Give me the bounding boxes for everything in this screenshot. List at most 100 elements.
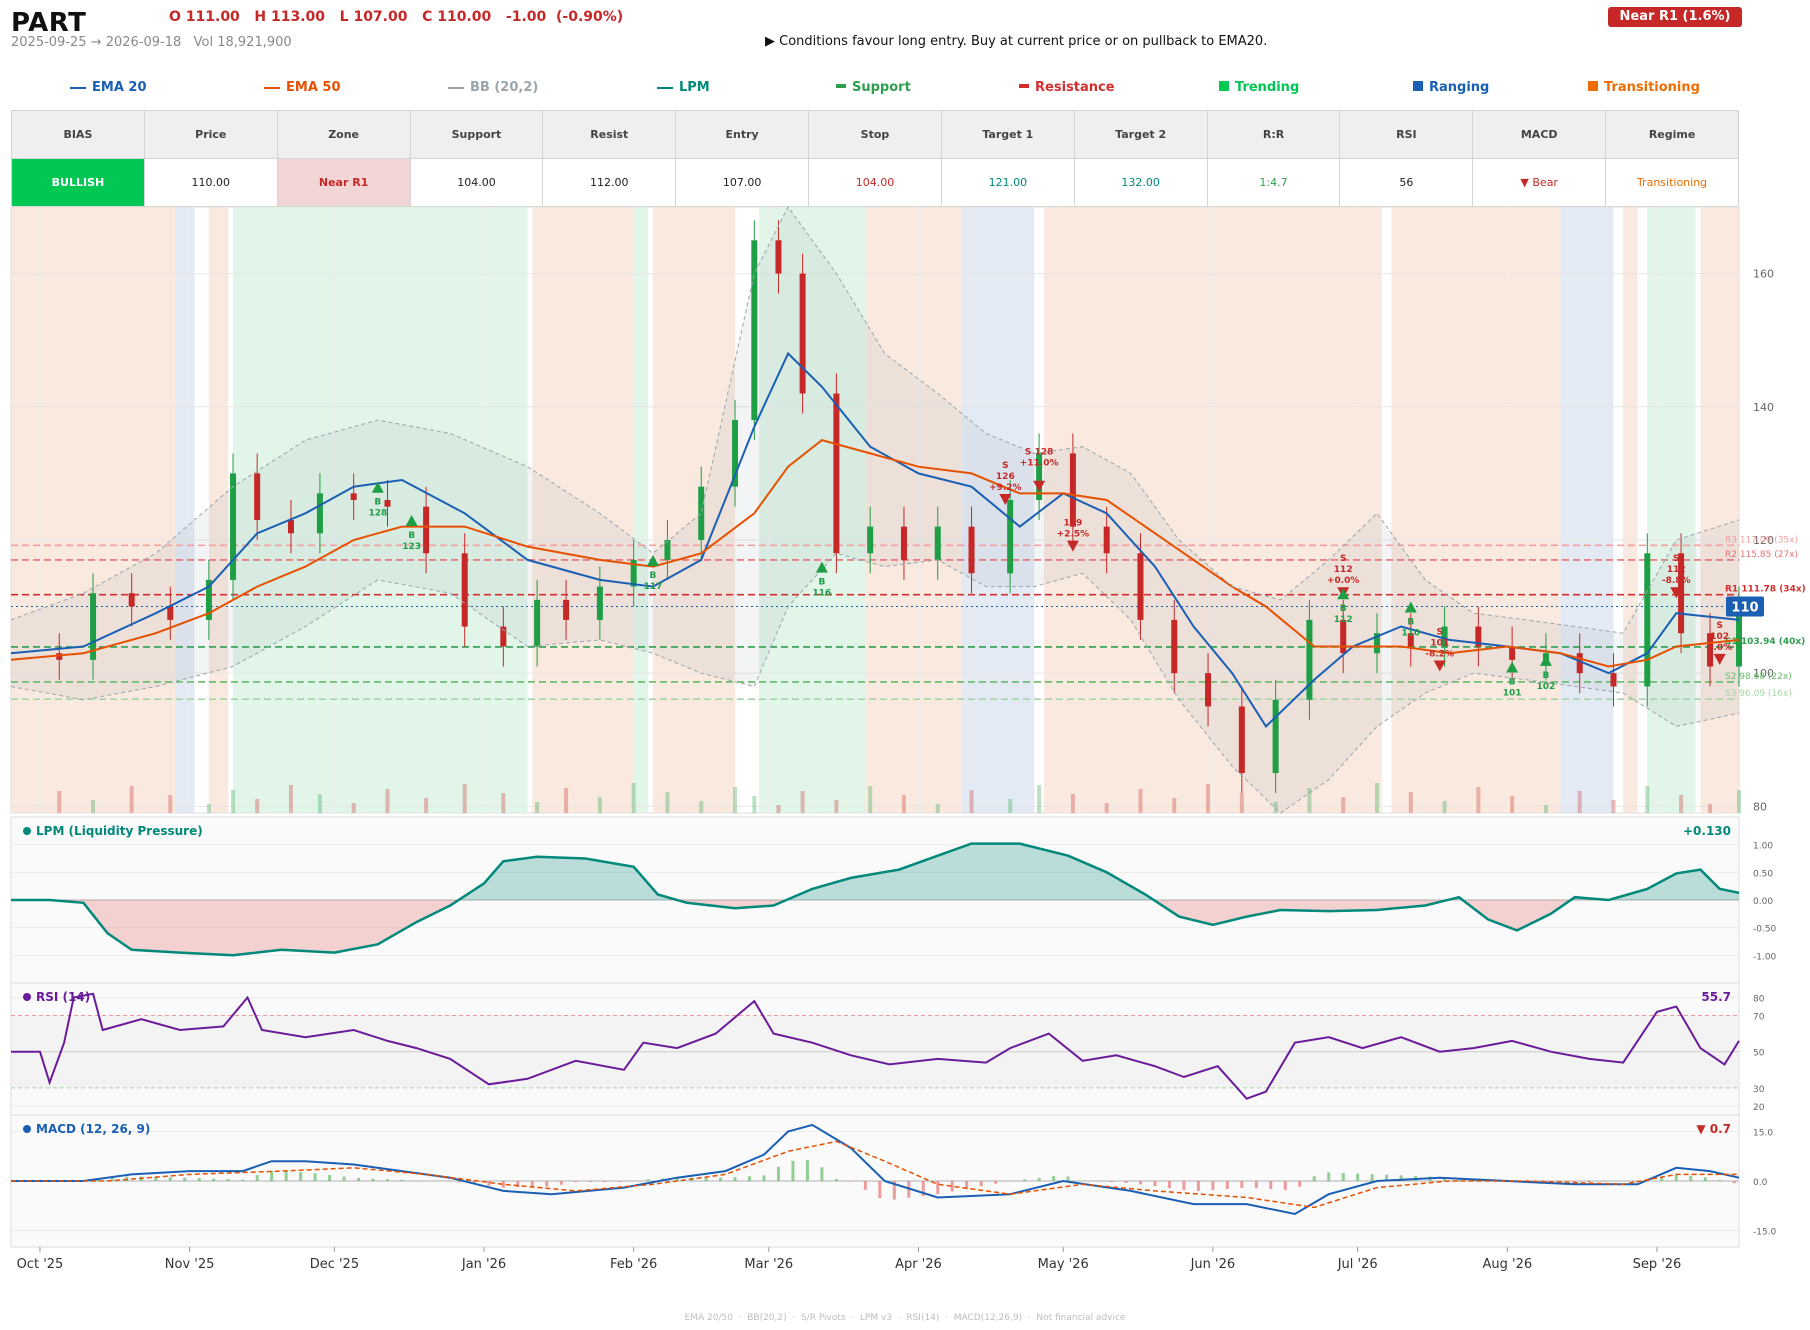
macd-histogram-bar (1225, 1181, 1229, 1189)
signal-label-line: S (1436, 627, 1442, 637)
volume-bar (834, 800, 839, 813)
macd-histogram-bar (226, 1179, 230, 1181)
sell-signal-marker (1433, 660, 1446, 672)
macd-histogram-bar (1211, 1181, 1215, 1191)
signal-label-line: 112 (1334, 615, 1353, 625)
macd-histogram-bar (400, 1179, 404, 1181)
signal-label-line: S (1673, 554, 1679, 564)
table-value-cell: 104.00 (808, 158, 942, 207)
rsi-tick-label: 30 (1753, 1085, 1765, 1095)
macd-histogram-bar (675, 1177, 679, 1181)
macd-histogram-bar (1399, 1175, 1403, 1181)
signal-label: S 112 -8.8% (1662, 554, 1691, 586)
signal-label-line: 128 (368, 509, 387, 519)
volume-bar (57, 791, 62, 813)
bollinger-lower-line (10, 552, 1740, 814)
regime-band-transitioning (532, 207, 634, 813)
rsi-title-dot (23, 993, 31, 1001)
macd-histogram-bar (255, 1175, 259, 1181)
signal-label: B 110 (1401, 618, 1420, 639)
buy-signal-marker (405, 514, 418, 526)
signal-label-line: 123 (402, 542, 421, 552)
candle-body (1272, 699, 1279, 774)
x-tick-label: May '26 (1038, 1257, 1089, 1272)
volume-bar (752, 796, 757, 813)
candle-body (1707, 633, 1714, 667)
candle-body (423, 506, 430, 554)
candle-body (56, 653, 63, 660)
macd-histogram-bar (197, 1178, 201, 1181)
macd-histogram-bar (1240, 1181, 1244, 1188)
volume-bar (385, 789, 390, 813)
macd-line (11, 1123, 1740, 1216)
macd-histogram-bar (1457, 1178, 1461, 1181)
legend-swatch (70, 86, 86, 89)
macd-histogram-bar (805, 1159, 809, 1181)
signal-label-line: B (408, 531, 415, 541)
volume-bar (1273, 802, 1278, 813)
macd-histogram-bar (1718, 1179, 1722, 1181)
regime-band-ranging (175, 207, 195, 813)
legend-item: BB (20,2) (448, 80, 538, 95)
legend-item: LPM (657, 80, 710, 95)
lpm-tick-label: 1.00 (1753, 842, 1773, 852)
regime-band-trending (759, 207, 866, 813)
volume-bar (1708, 804, 1713, 813)
ticker-symbol: PART (11, 8, 87, 38)
volume-bar (1138, 789, 1143, 813)
regime-band-trending (233, 207, 528, 813)
candle-body (751, 240, 758, 421)
x-tick-label: Jul '26 (1337, 1257, 1378, 1272)
candle-body (316, 493, 323, 534)
buy-signal-marker (815, 561, 828, 573)
volume-bar (1070, 794, 1075, 813)
volume-bar (1206, 784, 1211, 813)
candle-body (254, 473, 261, 520)
volume-bar (1645, 786, 1650, 813)
chart-legend: EMA 20 EMA 50 BB (20,2) LPM Support Resistanc… (0, 80, 1810, 100)
sell-signal-marker (1713, 653, 1726, 665)
candle-body (90, 593, 97, 660)
volume-bar (462, 784, 467, 813)
table-value-cell: 104.00 (409, 158, 544, 207)
macd-histogram-bar (950, 1181, 954, 1192)
table-value-cell: Transitioning (1605, 158, 1739, 207)
macd-histogram-bar (965, 1181, 969, 1189)
price-tick-label: 80 (1753, 800, 1767, 813)
signal-label-line: S (1716, 621, 1722, 631)
table-value-cell: 112.00 (542, 158, 677, 207)
signal-label-line: 101 (1430, 638, 1449, 648)
signal-label-line: 119 (1064, 519, 1083, 529)
candle-body (1373, 633, 1380, 654)
macd-histogram-bar (357, 1177, 361, 1181)
macd-histogram-bar (1023, 1179, 1027, 1181)
macd-histogram-bar (1544, 1181, 1548, 1183)
macd-histogram-bar (241, 1179, 245, 1181)
signal-label-line: 117 (644, 582, 663, 592)
candle-body (1610, 673, 1617, 687)
table-value-cell: 107.00 (675, 158, 810, 207)
regime-band-transitioning (1391, 207, 1561, 813)
macd-histogram-bar (1138, 1181, 1142, 1185)
regime-band-transitioning (208, 207, 229, 813)
candle-body (934, 526, 941, 560)
legend-label: BB (20,2) (470, 80, 539, 95)
macd-histogram-bar (110, 1177, 114, 1181)
volume-bar (800, 791, 805, 813)
macd-histogram-bar (1254, 1181, 1258, 1189)
rsi-tick-label: 50 (1753, 1049, 1765, 1059)
signal-label-line: 112 (1334, 565, 1353, 575)
volume-bar (597, 797, 602, 813)
signal-label-line: -8.2% (1425, 649, 1454, 659)
macd-panel-title: MACD (12, 26, 9) (36, 1122, 150, 1136)
candle-body (867, 526, 874, 554)
signal-label-line: S 128 (1025, 448, 1053, 458)
macd-histogram-bar (530, 1181, 534, 1187)
candle-body (1475, 626, 1482, 647)
legend-item: Ranging (1413, 80, 1489, 95)
volume-bar (1037, 785, 1042, 813)
macd-histogram-bar (733, 1177, 737, 1181)
volume-bar (1442, 801, 1447, 813)
macd-histogram-bar (1269, 1181, 1273, 1190)
table-header-cell: Zone (276, 110, 411, 159)
